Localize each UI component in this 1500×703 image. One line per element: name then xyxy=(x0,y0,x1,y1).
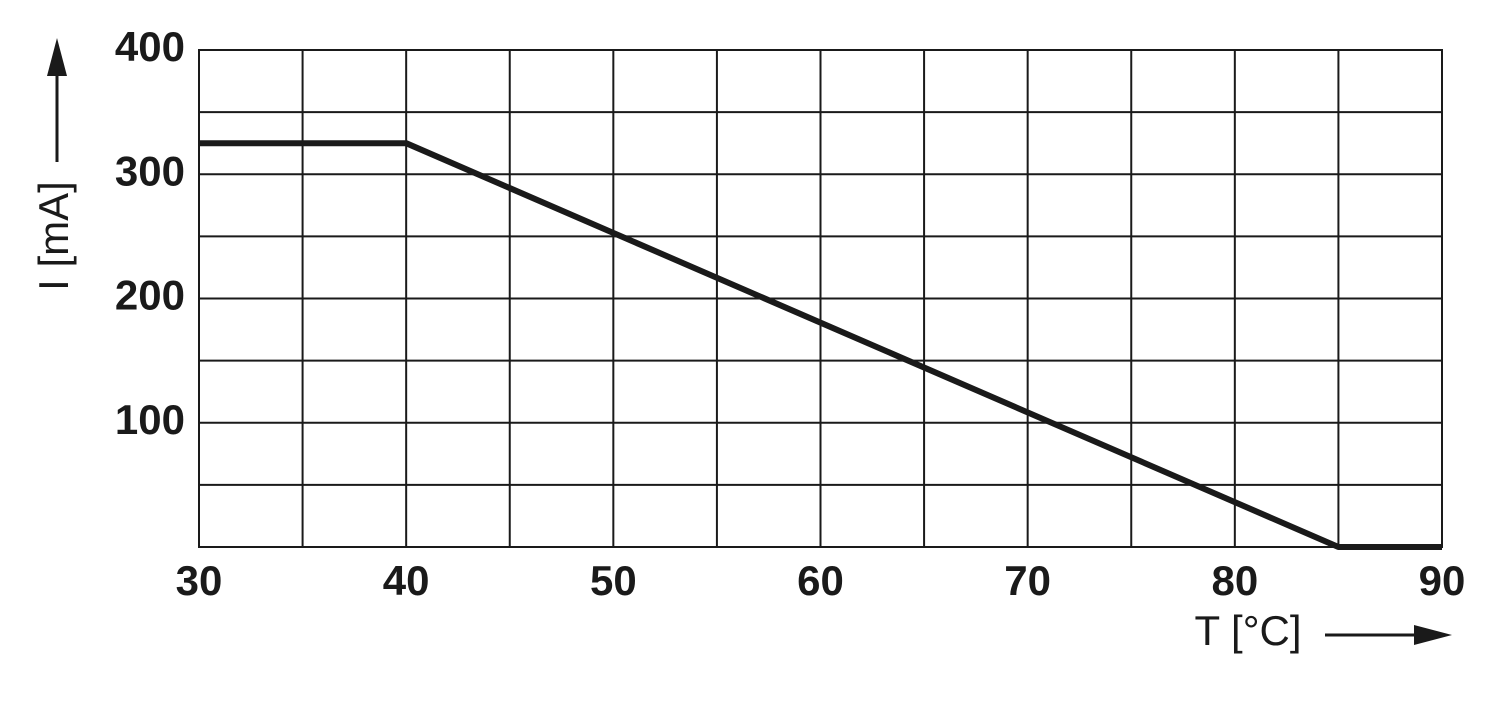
y-tick-label: 100 xyxy=(115,396,185,443)
data-line xyxy=(199,140,1442,550)
x-tick-label: 40 xyxy=(383,557,430,604)
y-arrowhead xyxy=(47,38,67,76)
x-tick-label: 90 xyxy=(1419,557,1466,604)
y-tick-label: 200 xyxy=(115,272,185,319)
x-tick-label: 60 xyxy=(797,557,844,604)
x-tick-label: 80 xyxy=(1211,557,1258,604)
y-axis-label: I [mA] xyxy=(30,181,77,291)
y-tick-label: 300 xyxy=(115,147,185,194)
y-tick-label: 400 xyxy=(115,23,185,70)
x-tick-label: 70 xyxy=(1004,557,1051,604)
x-arrowhead xyxy=(1414,625,1452,645)
x-axis-label: T [°C] xyxy=(1194,607,1301,654)
plot-frame xyxy=(198,49,1443,548)
x-tick-label: 50 xyxy=(590,557,637,604)
x-tick-label: 30 xyxy=(176,557,223,604)
